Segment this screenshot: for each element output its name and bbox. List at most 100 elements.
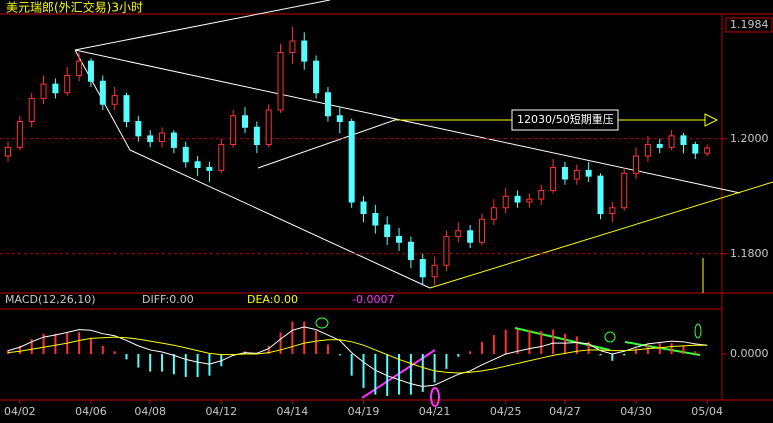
y-tick-label: 1.2000 [730,132,769,145]
x-tick-label: 04/21 [419,405,451,418]
x-tick-label: 04/30 [620,405,652,418]
candle-body [526,198,533,203]
candle-body [550,167,557,192]
candle-body [479,218,485,243]
annotation: 12030/50短期重压 [517,112,614,126]
candle-body [230,115,237,146]
candle-body [514,195,521,203]
candle-body [242,115,248,128]
dea-label: DEA:0.00 [247,293,298,306]
macd-value: -0.0007 [352,293,394,306]
x-tick-label: 04/02 [4,405,36,418]
y-tick-label: 0.0000 [730,347,769,360]
candle-body [64,75,71,94]
candle-body [5,146,11,157]
macd-trend [514,327,611,351]
candle-body [99,80,106,105]
macd-trend [624,341,701,356]
x-tick-label: 04/12 [205,405,237,418]
candle-body [170,132,177,148]
candle-body [253,126,260,146]
arrow-head [704,113,719,127]
candle-body [76,60,83,77]
candle-body [206,167,213,171]
macd-mark [694,323,702,339]
x-tick-label: 04/19 [348,405,380,418]
last-price: 1.1984 [730,18,769,31]
x-tick-label: 04/06 [75,405,107,418]
y-tick-label: 1.1800 [730,247,769,260]
candle-body [431,264,438,278]
candle-body [147,135,154,143]
candle-body [111,95,118,105]
x-tick-label: 04/27 [549,405,581,418]
candle-body [218,144,225,171]
candle-body [40,83,47,100]
macd-dea-line [7,336,708,374]
candle-body [301,40,308,62]
chart-title: 美元瑞郎(外汇交易)3小时 [6,0,143,15]
candle-body [644,144,651,157]
candle-body [123,95,130,123]
candle-body [182,146,189,163]
macd-mark [604,331,616,343]
candle-body [289,40,296,54]
candle-body [419,259,426,278]
x-tick-label: 04/14 [277,405,309,418]
candle-body [585,169,592,177]
candle-body [455,230,462,238]
trend-line [129,149,431,289]
candle-body [324,92,331,117]
candle-body [313,60,320,94]
candle-body [384,224,391,238]
candle-body [704,147,711,154]
candle-body [561,167,568,180]
candle-body [348,121,355,203]
candle-body [680,135,687,146]
candle-body [656,144,663,148]
last-price-box [725,17,773,33]
trend-line [74,49,741,194]
candle-body [372,213,379,226]
macd-diff-line [7,326,708,387]
trend-line [74,0,331,51]
candle-body [621,172,628,209]
candle-body [28,98,35,123]
candle-body [396,236,403,243]
trend-line [257,119,396,169]
candle-body [538,190,545,200]
candle-body [194,161,201,169]
diff-label: DIFF:0.00 [142,293,194,306]
macd-mark [315,317,329,329]
candle-body [52,83,59,94]
candle-body [87,60,94,82]
candle-body [336,115,343,123]
candle-body [265,109,272,146]
candle-body [159,132,166,143]
annotation-box [511,109,619,131]
candle-body [597,175,604,215]
x-tick-label: 04/08 [134,405,166,418]
candle-body [16,121,23,148]
candle-body [443,236,450,266]
macd-mark [430,387,440,407]
candle-body [502,195,509,209]
candle-body [467,230,474,243]
macd-label: MACD(12,26,10) [5,293,96,306]
candle-body [633,155,640,174]
candle-body [360,201,367,215]
support-line [429,181,773,289]
candle-body [609,207,616,215]
candle-body [668,135,675,148]
candle-body [490,207,497,220]
trend-lines [74,0,773,407]
candle-body [692,144,699,154]
candle-body [135,121,142,137]
candle-body [277,52,284,111]
x-tick-label: 05/04 [691,405,723,418]
x-tick-label: 04/25 [490,405,522,418]
candle-body [407,241,414,261]
